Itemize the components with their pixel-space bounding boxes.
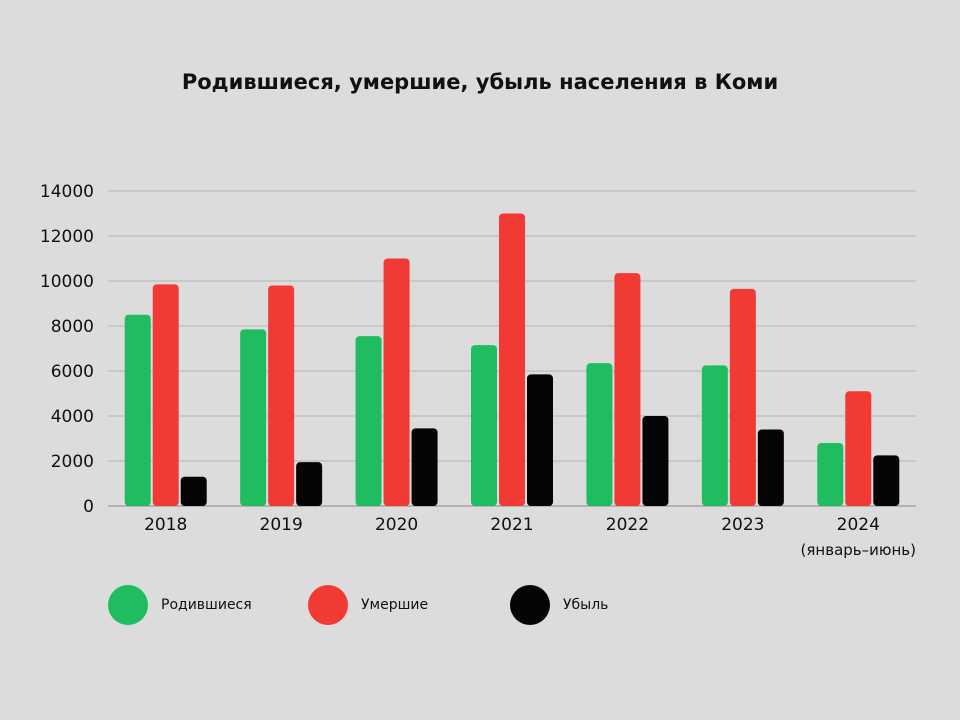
legend-item-decline: Убыль (510, 585, 608, 625)
bar-Убыль-2021 (527, 374, 553, 506)
x-tick-label: 2019 (260, 515, 303, 535)
x-tick-label: 2022 (606, 515, 649, 535)
legend-label-born: Родившиеся (161, 597, 252, 613)
bar-Умершие-2018 (152, 284, 179, 506)
bar-Родившиеся-2022 (586, 363, 613, 506)
legend-label-died: Умершие (361, 597, 429, 613)
legend-label-decline: Убыль (563, 597, 609, 613)
y-tick-label: 14000 (40, 182, 94, 202)
bars (124, 213, 900, 506)
bar-Убыль-2023 (757, 429, 784, 506)
bar-Родившиеся-2023 (701, 365, 728, 506)
bar-Умершие-2020 (383, 258, 410, 506)
bar-Умершие-2021 (499, 213, 525, 506)
y-tick-label: 10000 (40, 272, 94, 292)
bar-Родившиеся-2020 (355, 336, 382, 506)
y-tick-label: 0 (83, 497, 94, 517)
legend-swatch-decline (510, 585, 550, 625)
y-tick-label: 6000 (51, 362, 94, 382)
x-tick-note: (январь–июнь) (801, 541, 916, 559)
bar-Убыль-2018 (180, 476, 207, 506)
bar-Умершие-2023 (729, 288, 756, 506)
bar-Родившиеся-2024 (817, 443, 844, 506)
legend-swatch-born (108, 585, 148, 625)
x-tick-label: 2020 (375, 515, 418, 535)
bar-Умершие-2019 (268, 285, 295, 506)
x-tick-label: 2024 (837, 515, 880, 535)
y-axis-ticks: 0 2000 4000 6000 8000 10000 12000 14000 (40, 182, 94, 517)
bar-Умершие-2022 (614, 273, 641, 506)
x-tick-label: 2023 (721, 515, 764, 535)
chart-title: Родившиеся, умершие, убыль населения в К… (181, 70, 779, 94)
bar-Родившиеся-2019 (240, 329, 267, 506)
bar-Родившиеся-2021 (471, 345, 497, 506)
bar-Убыль-2019 (296, 462, 323, 506)
y-tick-label: 2000 (51, 452, 94, 472)
y-tick-label: 12000 (40, 227, 94, 247)
x-tick-label: 2018 (144, 515, 187, 535)
y-tick-label: 4000 (51, 407, 94, 427)
legend-swatch-died (308, 585, 348, 625)
x-axis-ticks: 2018 2019 2020 2021 2022 2023 2024 (январь–июнь… (144, 515, 916, 559)
y-tick-label: 8000 (51, 317, 94, 337)
bar-Убыль-2024 (873, 455, 900, 506)
legend-item-born: Родившиеся (108, 585, 252, 625)
bar-Убыль-2022 (642, 416, 669, 506)
x-tick-label: 2021 (490, 515, 533, 535)
legend-item-died: Умершие (308, 585, 428, 625)
bar-Убыль-2020 (411, 428, 438, 506)
bar-Умершие-2024 (845, 391, 872, 506)
bar-Родившиеся-2018 (124, 314, 151, 506)
